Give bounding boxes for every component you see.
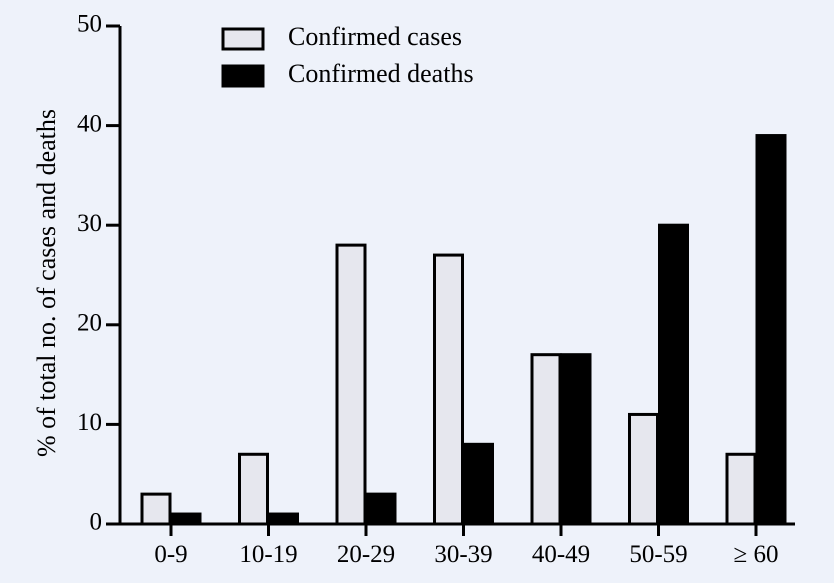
bar-confirmed-cases bbox=[335, 243, 367, 526]
y-tick-label: 50 bbox=[77, 11, 102, 38]
bar-confirmed-cases bbox=[433, 253, 464, 526]
y-axis-title: % of total no. of cases and deaths bbox=[32, 109, 61, 457]
x-tick-label: 20-29 bbox=[337, 541, 395, 568]
bar-confirmed-cases bbox=[238, 452, 269, 526]
bar-confirmed-cases bbox=[628, 412, 659, 526]
bar-confirmed-deaths bbox=[560, 353, 592, 526]
x-tick-label: 50-59 bbox=[629, 541, 687, 568]
bar-confirmed-deaths bbox=[365, 492, 397, 526]
x-tick-label: 0-9 bbox=[154, 541, 187, 568]
x-tick-label: 40-49 bbox=[532, 541, 590, 568]
legend-label: Confirmed cases bbox=[288, 22, 462, 51]
axes: 0 10 20 30 40 50 0-9 10-19 20-29 30-39 40-49 50-59 ≥… bbox=[77, 11, 795, 568]
legend-swatch-cases bbox=[221, 27, 265, 51]
bar-confirmed-cases bbox=[725, 452, 757, 526]
bar-confirmed-deaths bbox=[463, 442, 494, 526]
x-tick-label: 30-39 bbox=[434, 541, 492, 568]
y-tick-label: 40 bbox=[77, 110, 102, 137]
x-tick-label: 10-19 bbox=[239, 541, 297, 568]
legend-label: Confirmed deaths bbox=[288, 59, 474, 88]
y-tick-label: 10 bbox=[77, 409, 102, 436]
x-tick-label: ≥ 60 bbox=[734, 541, 779, 568]
plot-area bbox=[140, 134, 787, 526]
legend-swatch-deaths bbox=[221, 64, 265, 88]
bar-confirmed-cases bbox=[530, 353, 562, 526]
bar-confirmed-cases bbox=[140, 492, 172, 526]
y-tick-label: 0 bbox=[90, 509, 103, 536]
y-tick-label: 20 bbox=[77, 310, 102, 337]
bar-confirmed-deaths bbox=[755, 134, 787, 526]
legend: Confirmed cases Confirmed deaths bbox=[221, 22, 474, 88]
bar-confirmed-deaths bbox=[658, 223, 689, 526]
y-tick-label: 30 bbox=[77, 210, 102, 237]
